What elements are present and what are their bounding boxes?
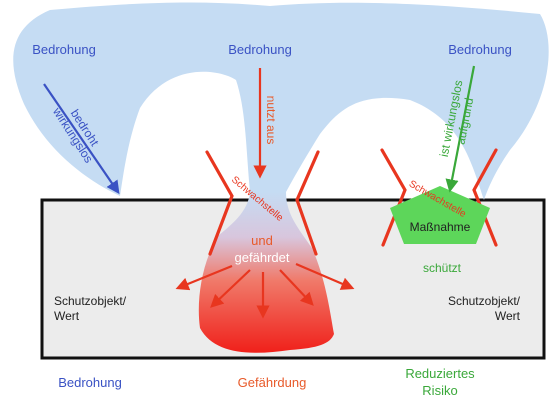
arrow-label-middle: nutzt aus	[264, 96, 278, 145]
asset-label-left-1: Schutzobjekt/	[54, 294, 127, 308]
danger-label-1: und	[251, 233, 273, 248]
danger-plume	[198, 192, 334, 353]
asset-label-left-2: Wert	[54, 309, 80, 323]
weakness-middle	[205, 150, 320, 256]
arrow-right-threat	[445, 65, 476, 193]
danger-label-2: gefährdet	[235, 250, 290, 265]
weakness-right	[380, 148, 498, 247]
footer-danger: Gefährdung	[238, 375, 307, 390]
measure-pentagon	[390, 186, 490, 244]
footer-threat: Bedrohung	[58, 375, 122, 390]
measure-protects-label: schützt	[423, 261, 462, 275]
asset-label-right-1: Schutzobjekt/	[448, 294, 521, 308]
threat-cloud	[13, 2, 549, 200]
threat-label-left: Bedrohung	[32, 42, 96, 57]
footer-risk-1: Reduziertes	[405, 366, 475, 381]
footer-risk-2: Risiko	[422, 383, 457, 398]
threat-label-middle: Bedrohung	[228, 42, 292, 57]
asset-label-right-2: Wert	[495, 309, 521, 323]
measure-label: Maßnahme	[410, 220, 471, 234]
threat-label-right: Bedrohung	[448, 42, 512, 57]
danger-spread-arrows	[175, 262, 355, 319]
arrow-left-threat	[43, 83, 120, 195]
